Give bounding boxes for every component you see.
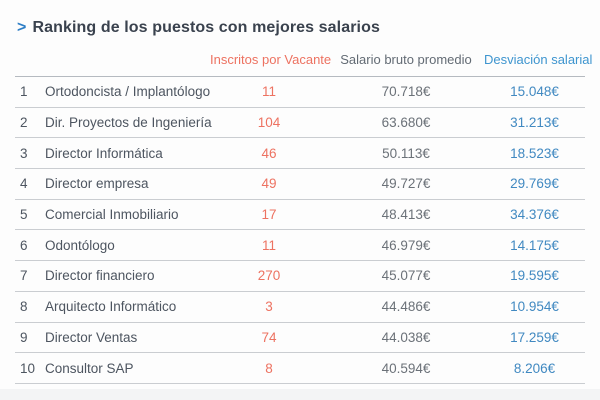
rank-cell: 9 [15,322,45,354]
desviacion-value-cell: 18.523€ [484,137,585,170]
chevron-right-icon: > [17,19,27,36]
table-row: 7 Director financiero 270 45.077€ 19.595… [15,260,585,292]
inscritos-value-cell: 74 [210,322,328,354]
table-row: 4 Director empresa 49 49.727€ 29.769€ [15,168,585,200]
position-name-cell: Director Informática [45,137,210,170]
inscritos-value-cell: 8 [210,352,328,384]
inscritos-value-cell: 104 [210,107,328,139]
salario-value-cell: 50.113€ [328,137,484,170]
rank-cell: 4 [15,168,45,200]
desviacion-value-cell: 31.213€ [484,107,585,139]
desviacion-value-cell: 34.376€ [484,199,585,231]
table-header-row: Inscritos por Vacante Salario bruto prom… [15,46,592,77]
rank-cell: 5 [15,199,45,231]
inscritos-value-cell: 46 [210,137,328,170]
salario-value-cell: 44.486€ [328,291,484,323]
table-row: 5 Comercial Inmobiliario 17 48.413€ 34.3… [15,199,585,231]
position-name-cell: Director financiero [45,260,210,292]
salary-ranking-table: Inscritos por Vacante Salario bruto prom… [15,46,592,384]
desviacion-value-cell: 29.769€ [484,168,585,200]
salario-value-cell: 40.594€ [328,352,484,384]
inscritos-value-cell: 17 [210,199,328,231]
position-name-cell: Director Ventas [45,322,210,354]
inscritos-value-cell: 270 [210,260,328,292]
rank-cell: 10 [15,352,45,384]
desviacion-value-cell: 14.175€ [484,229,585,262]
salario-value-cell: 70.718€ [328,76,484,108]
salario-value-cell: 63.680€ [328,107,484,139]
page-title-text: Ranking de los puestos con mejores salar… [32,19,380,36]
salario-value-cell: 49.727€ [328,168,484,200]
table-row: 3 Director Informática 46 50.113€ 18.523… [15,137,585,170]
table-row: 1 Ortodoncista / Implantólogo 11 70.718€… [15,76,585,108]
table-row: 8 Arquitecto Informático 3 44.486€ 10.95… [15,291,585,323]
page-title: > Ranking de los puestos con mejores sala… [17,19,380,37]
salario-value-cell: 45.077€ [328,260,484,292]
desviacion-value-cell: 19.595€ [484,260,585,292]
desviacion-value-cell: 8.206€ [484,352,585,384]
position-name-cell: Ortodoncista / Implantólogo [45,76,210,108]
column-header-desviacion-salarial: Desviación salarial [484,46,592,77]
header-rank-spacer [15,46,45,77]
desviacion-value-cell: 10.954€ [484,291,585,323]
inscritos-value-cell: 49 [210,168,328,200]
page-bottom-strip [0,389,600,400]
position-name-cell: Dir. Proyectos de Ingeniería [45,107,212,139]
inscritos-value-cell: 11 [210,229,328,262]
table-body: 1 Ortodoncista / Implantólogo 11 70.718€… [15,76,585,384]
salario-value-cell: 44.038€ [328,322,484,354]
salario-value-cell: 46.979€ [328,229,484,262]
table-row: 10 Consultor SAP 8 40.594€ 8.206€ [15,352,585,384]
rank-cell: 8 [15,291,45,323]
position-name-cell: Consultor SAP [45,352,210,384]
desviacion-value-cell: 15.048€ [484,76,585,108]
inscritos-value-cell: 11 [210,76,328,108]
table-row: 2 Dir. Proyectos de Ingeniería 104 63.68… [15,107,585,139]
salario-value-cell: 48.413€ [328,199,484,231]
rank-cell: 7 [15,260,45,292]
position-name-cell: Odontólogo [45,229,210,262]
table-row: 9 Director Ventas 74 44.038€ 17.259€ [15,322,585,354]
rank-cell: 6 [15,229,45,262]
header-position-spacer [45,46,210,77]
column-header-salario-bruto-promedio: Salario bruto promedio [328,46,484,77]
column-header-inscritos-por-vacante: Inscritos por Vacante [210,46,331,77]
position-name-cell: Comercial Inmobiliario [45,199,210,231]
desviacion-value-cell: 17.259€ [484,322,585,354]
rank-cell: 1 [15,76,45,108]
inscritos-value-cell: 3 [210,291,328,323]
position-name-cell: Director empresa [45,168,210,200]
rank-cell: 3 [15,137,45,170]
position-name-cell: Arquitecto Informático [45,291,210,323]
table-row: 6 Odontólogo 11 46.979€ 14.175€ [15,229,585,262]
rank-cell: 2 [15,107,45,139]
